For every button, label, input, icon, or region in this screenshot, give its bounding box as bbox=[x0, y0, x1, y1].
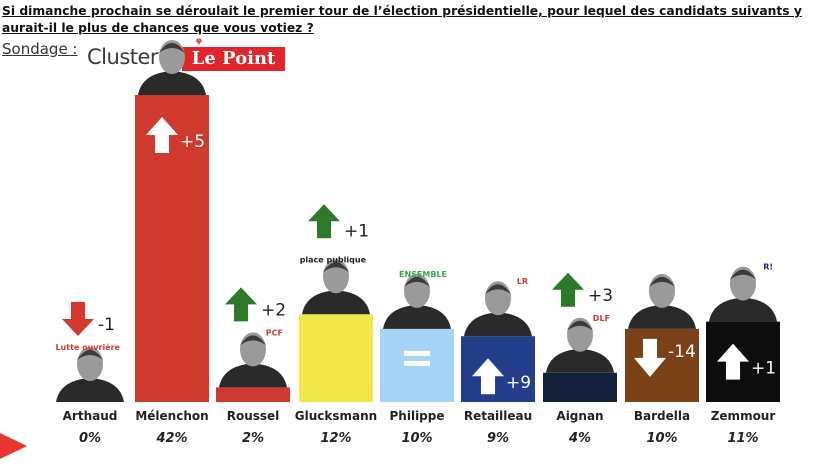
change-aignan: +3 bbox=[588, 286, 613, 306]
bar-bardella bbox=[625, 328, 699, 402]
category-label-glucksmann: Glucksmann bbox=[295, 409, 377, 423]
bar-aignan bbox=[543, 372, 617, 402]
candidate-portrait-arthaud bbox=[56, 347, 124, 402]
bar-glucksmann bbox=[299, 314, 373, 402]
up-arrow-icon bbox=[552, 272, 584, 307]
change-bardella: -14 bbox=[668, 342, 696, 362]
value-label-zemmour: 11% bbox=[727, 431, 758, 446]
up-arrow-icon bbox=[717, 343, 749, 380]
candidate-portrait-aignan bbox=[546, 317, 614, 373]
candidate-portrait-mélenchon bbox=[138, 40, 206, 95]
poll-question: Si dimanche prochain se déroulait le pre… bbox=[2, 4, 802, 35]
category-label-philippe: Philippe bbox=[390, 409, 445, 423]
change-mélenchon: +5 bbox=[180, 132, 205, 152]
change-zemmour: +1 bbox=[751, 359, 776, 379]
change-retailleau: +9 bbox=[506, 373, 531, 393]
candidate-portrait-zemmour bbox=[709, 266, 777, 322]
bar-roussel bbox=[216, 387, 290, 402]
value-label-roussel: 2% bbox=[242, 431, 264, 446]
candidate-portrait-retailleau bbox=[464, 281, 532, 337]
up-arrow-icon bbox=[225, 287, 257, 322]
party-tag-philippe: ENSEMBLE bbox=[399, 270, 447, 279]
play-arrow-icon bbox=[0, 433, 27, 459]
category-label-zemmour: Zemmour bbox=[711, 409, 776, 423]
value-label-philippe: 10% bbox=[401, 431, 432, 446]
down-arrow-icon bbox=[634, 338, 666, 377]
change-arthaud: -1 bbox=[98, 315, 115, 335]
party-tag-roussel: PCF bbox=[266, 328, 283, 337]
category-label-retailleau: Retailleau bbox=[464, 409, 532, 423]
candidate-portrait-bardella bbox=[628, 273, 696, 329]
party-tag-mélenchon: φ bbox=[196, 36, 202, 45]
le-point-logo: Le Point bbox=[182, 47, 285, 71]
category-label-arthaud: Arthaud bbox=[63, 409, 118, 423]
party-tag-zemmour: R! bbox=[763, 263, 773, 272]
candidate-portrait-glucksmann bbox=[302, 259, 370, 315]
up-arrow-icon bbox=[308, 204, 340, 239]
value-label-mélenchon: 42% bbox=[155, 431, 187, 446]
value-label-arthaud: 0% bbox=[79, 431, 101, 446]
candidate-portrait-roussel bbox=[219, 332, 287, 388]
equal-sign-top bbox=[404, 350, 430, 356]
party-tag-glucksmann: place publique bbox=[300, 255, 367, 264]
candidate-portrait-philippe bbox=[383, 273, 451, 329]
up-arrow-icon bbox=[146, 117, 178, 153]
value-label-retailleau: 9% bbox=[487, 431, 509, 446]
equal-sign-bottom bbox=[404, 360, 430, 366]
party-tag-aignan: DLF bbox=[593, 314, 610, 323]
category-label-mélenchon: Mélenchon bbox=[135, 409, 208, 423]
up-arrow-icon bbox=[472, 358, 504, 395]
party-tag-arthaud: Lutte ouvrière bbox=[55, 342, 120, 352]
change-glucksmann: +1 bbox=[344, 221, 369, 241]
value-label-bardella: 10% bbox=[646, 431, 677, 446]
bar-zemmour bbox=[706, 321, 780, 402]
change-roussel: +2 bbox=[261, 300, 286, 320]
party-tag-retailleau: LR bbox=[517, 277, 528, 286]
category-label-roussel: Roussel bbox=[227, 409, 280, 423]
value-label-glucksmann: 12% bbox=[320, 431, 351, 446]
sondage-label: Sondage : bbox=[2, 40, 78, 58]
down-arrow-icon bbox=[62, 302, 94, 336]
bar-mélenchon bbox=[135, 95, 209, 402]
value-label-aignan: 4% bbox=[568, 431, 591, 446]
bar-retailleau bbox=[461, 336, 535, 402]
category-label-aignan: Aignan bbox=[556, 409, 603, 423]
cluster17-logo-initial: C bbox=[87, 45, 102, 69]
cluster17-logo-text: luster bbox=[101, 45, 159, 69]
category-label-bardella: Bardella bbox=[634, 409, 690, 423]
